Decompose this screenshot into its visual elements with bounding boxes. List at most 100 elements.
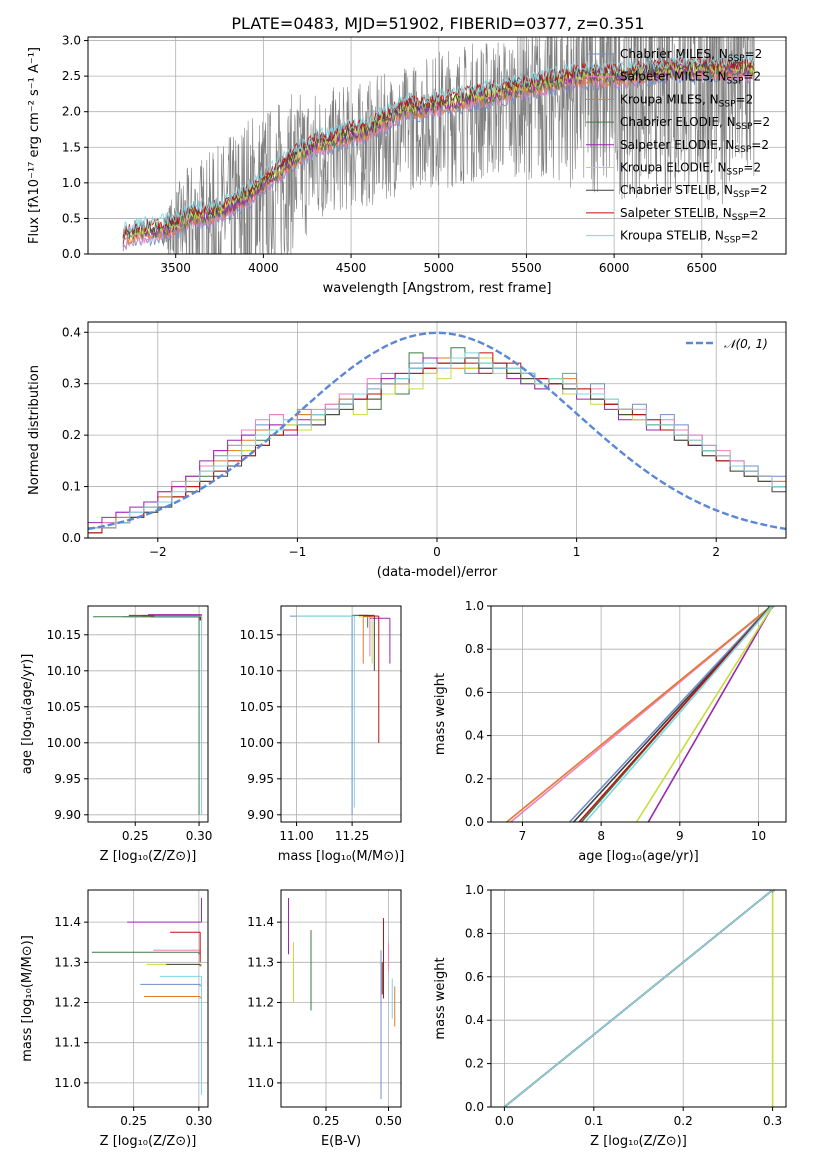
legend-label-salpeter-miles: Salpeter MILES, NSSP=2	[620, 70, 761, 87]
series-line-salpeter-elodie	[647, 606, 774, 822]
y-tick-label: 9.95	[54, 772, 81, 786]
y-axis-label: age [log₁₀(age/yr)]	[20, 654, 35, 775]
x-tick-label: 0	[433, 545, 441, 559]
x-axis-label: age [log₁₀(age/yr)]	[578, 849, 699, 864]
x-axis-label: E(B-V)	[321, 1134, 361, 1149]
y-tick-label: 10.15	[240, 628, 274, 642]
figure-title: PLATE=0483, MJD=51902, FIBERID=0377, z=0…	[231, 14, 644, 33]
x-tick-label: −1	[289, 545, 307, 559]
legend-label-kroupa-stelib: Kroupa STELIB, NSSP=2	[620, 229, 758, 246]
y-tick-label: 0.4	[465, 729, 484, 743]
gaussian-curve	[88, 331, 786, 531]
y-tick-label: 0.2	[62, 428, 81, 442]
series-marker-chabrier-stelib: +	[769, 603, 775, 611]
x-tick-label: 8	[597, 829, 605, 843]
y-tick-label: 0.8	[465, 926, 484, 940]
y-axis-label: mass [log₁₀(M/M⊙)]	[20, 935, 35, 1062]
panel-spectrum: 3500 4000 4500 5000 5500 6000 6500 0.0 0.5 1.0 1.5…	[27, 34, 787, 296]
y-tick-label: 10.00	[240, 736, 274, 750]
x-tick-label: 0.30	[186, 829, 213, 843]
y-tick-label: 0.4	[465, 1013, 484, 1027]
y-tick-label: 11.0	[54, 1076, 81, 1090]
y-tick-label: 10.15	[47, 628, 81, 642]
x-tick-label: −2	[149, 545, 167, 559]
y-tick-label: 11.2	[247, 996, 274, 1010]
y-axis-label: Normed distribution	[27, 365, 42, 495]
y-tick-label: 0.6	[465, 970, 484, 984]
y-tick-label: 11.3	[247, 955, 274, 969]
panel-mass-vs-EBV: 0.25 0.50 11.0 11.1 11.2 11.3 11.4 E(B-V)	[247, 889, 402, 1149]
series-marker-chabrier-stelib: +	[770, 887, 776, 895]
histogram-salpeter-stelib	[88, 352, 786, 538]
series-line-kroupa-miles	[506, 606, 772, 822]
y-tick-label: 11.4	[247, 915, 274, 929]
legend-label-chabrier-elodie: Chabrier ELODIE, NSSP=2	[620, 115, 770, 132]
panel-age-vs-mass: 11.00 11.25 9.90 9.95 10.00 10.05 10.10 10.15 ma…	[240, 605, 404, 864]
x-tick-label: 1	[573, 545, 581, 559]
x-tick-label: 10	[751, 829, 766, 843]
x-tick-label: 0.50	[375, 1114, 402, 1128]
x-tick-label: 2	[712, 545, 720, 559]
axes-frame	[280, 889, 402, 1108]
panel-mass-weight-vs-Z: 0.0 0.1 0.2 0.3 0.0 0.2 0.4 0.6 0.8 1.0 +++++++++ Z…	[433, 883, 787, 1149]
y-axis-label: mass weight	[433, 673, 448, 755]
plot-area: +++++++++	[503, 887, 776, 1107]
legend-label-salpeter-stelib: Salpeter STELIB, NSSP=2	[620, 206, 766, 223]
y-tick-label: 0.2	[465, 1057, 484, 1071]
x-tick-label: 0.25	[122, 829, 149, 843]
axes-frame	[490, 889, 787, 1108]
series-marker-salpeter-stelib: +	[770, 887, 776, 895]
plot-area	[288, 898, 396, 1099]
series-line-kroupa-stelib	[503, 890, 774, 1107]
y-tick-label: 0.0	[62, 247, 81, 261]
series-marker-kroupa-elodie: +	[770, 887, 776, 895]
series-marker-salpeter-elodie: +	[770, 603, 776, 611]
x-axis-label: Z [log₁₀(Z/Z⊙)]	[590, 1134, 687, 1149]
histogram-kroupa-stelib	[88, 352, 786, 538]
y-tick-label: 9.90	[54, 808, 81, 822]
y-tick-label: 11.4	[54, 915, 81, 929]
y-tick-label: 1.0	[465, 599, 484, 613]
y-tick-label: 10.10	[47, 664, 81, 678]
series-marker-kroupa-stelib: +	[770, 887, 776, 895]
x-axis-label: Z [log₁₀(Z/Z⊙)]	[100, 849, 197, 864]
y-tick-label: 2.5	[62, 69, 81, 83]
plot-area	[91, 898, 202, 1095]
y-tick-label: 9.90	[247, 808, 274, 822]
y-tick-label: 1.0	[465, 883, 484, 897]
y-tick-label: 0.6	[465, 685, 484, 699]
y-tick-label: 11.3	[54, 955, 81, 969]
legend-label-gaussian: 𝒩(0, 1)	[724, 337, 768, 351]
y-tick-label: 0.3	[62, 377, 81, 391]
x-tick-label: 11.25	[335, 829, 369, 843]
series-line-chabrier-miles	[569, 606, 771, 822]
x-tick-label: 0.2	[674, 1114, 693, 1128]
y-tick-label: 10.10	[240, 664, 274, 678]
y-tick-label: 10.05	[47, 700, 81, 714]
axes-frame	[280, 605, 402, 823]
y-tick-label: 2.0	[62, 105, 81, 119]
plot-area	[122, 37, 755, 254]
y-tick-label: 11.1	[54, 1036, 81, 1050]
x-tick-label: 0.25	[120, 1114, 147, 1128]
model-line-kroupa-stelib	[122, 53, 755, 235]
x-tick-label: 0.3	[763, 1114, 782, 1128]
plot-area	[88, 331, 786, 538]
axes-frame	[87, 321, 787, 539]
x-tick-label: 4000	[248, 261, 279, 275]
panel-mass-vs-Z: 0.25 0.30 11.0 11.1 11.2 11.3 11.4 Z [log₁₀(Z/Z…	[20, 889, 212, 1149]
legend-label-kroupa-miles: Kroupa MILES, NSSP=2	[620, 92, 753, 109]
y-tick-label: 0.0	[465, 815, 484, 829]
x-tick-label: 0.1	[584, 1114, 603, 1128]
axes-frame	[490, 605, 787, 823]
axes-frame	[87, 36, 787, 255]
series-line-kroupa-elodie	[635, 606, 774, 822]
x-axis-label: (data-model)/error	[377, 565, 498, 580]
y-axis-label: Flux [fλ10⁻¹⁷ erg cm⁻² s⁻¹ A⁻¹]	[27, 47, 42, 244]
x-axis-label: Z [log₁₀(Z/Z⊙)]	[100, 1134, 197, 1149]
series-marker-kroupa-stelib: +	[769, 603, 775, 611]
y-tick-label: 1.5	[62, 140, 81, 154]
panel-age-vs-Z: 0.25 0.30 9.90 9.95 10.00 10.05 10.10 10.15 Z [l…	[20, 605, 213, 864]
y-tick-label: 0.0	[465, 1100, 484, 1114]
y-tick-label: 0.0	[62, 531, 81, 545]
